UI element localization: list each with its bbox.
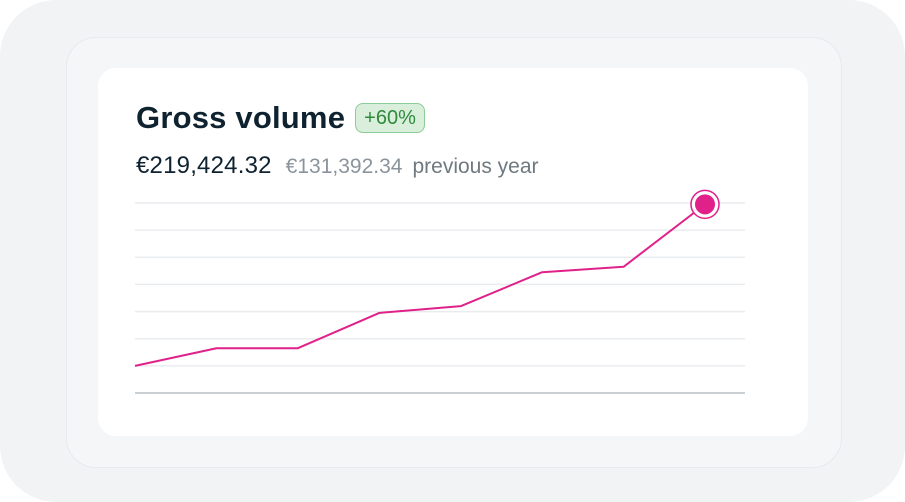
series-line: [134, 203, 706, 367]
previous-label: previous year: [412, 155, 539, 178]
card-header: Gross volume +60%: [136, 100, 425, 136]
chart-grid: [135, 202, 745, 394]
highlight-point[interactable]: [695, 194, 715, 215]
values-row: €219,424.32 €131,392.34 previous year: [136, 152, 539, 180]
current-value: €219,424.32: [136, 152, 272, 179]
previous-value: €131,392.34: [285, 155, 403, 178]
card-title: Gross volume: [136, 100, 346, 135]
chart-highlight: [690, 189, 720, 220]
chart-series: [134, 203, 706, 367]
gross-volume-card[interactable]: Gross volume +60% €219,424.32 €131,392.3…: [98, 68, 808, 436]
change-badge: +60%: [355, 103, 425, 133]
